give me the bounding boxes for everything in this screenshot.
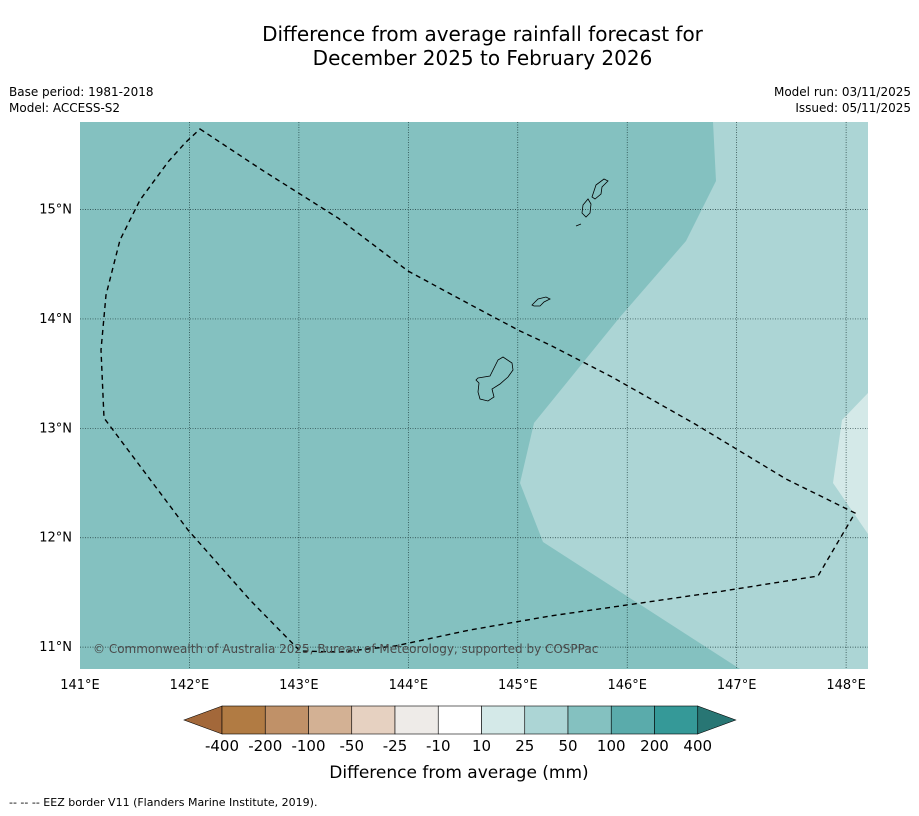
island-guam	[475, 356, 514, 402]
colorbar: -400 -200 -100 -50 -25 -10 10 25 50 100 200 400	[183, 705, 737, 755]
colorbar-extend-low	[183, 705, 223, 735]
island-rota	[531, 296, 551, 307]
colorbar-segment	[610, 705, 655, 735]
colorbar-segment	[264, 705, 309, 735]
lat-tick-label: 11°N	[39, 640, 72, 655]
issued-date: Issued: 05/11/2025	[795, 101, 911, 115]
copyright-text: © Commonwealth of Australia 2025, Bureau…	[93, 642, 598, 656]
colorbar-segment	[524, 705, 569, 735]
lon-tick-label: 145°E	[498, 678, 538, 693]
map-area: © Commonwealth of Australia 2025, Bureau…	[80, 122, 868, 669]
lat-tick-label: 13°N	[39, 421, 72, 436]
island-outlines	[475, 178, 609, 402]
colorbar-tick-label: -10	[426, 737, 451, 755]
colorbar-tick-label: 25	[515, 737, 534, 755]
colorbar-extend-high	[697, 705, 737, 735]
colorbar-tick-label: 50	[558, 737, 577, 755]
colorbar-tick-label: 100	[597, 737, 626, 755]
island-tinian	[581, 198, 592, 218]
lon-tick-label: 142°E	[170, 678, 210, 693]
colorbar-tick-label: -200	[248, 737, 282, 755]
lon-tick-label: 144°E	[389, 678, 429, 693]
colorbar-title: Difference from average (mm)	[329, 763, 588, 783]
island-saipan	[591, 178, 609, 200]
footer-note: -- -- -- EEZ border V11 (Flanders Marine…	[9, 796, 318, 809]
colorbar-segment	[654, 705, 699, 735]
meta-left: Base period: 1981-2018 Model: ACCESS-S2	[9, 84, 154, 116]
colorbar-tick-label: 400	[683, 737, 712, 755]
colorbar-tick-label: -100	[291, 737, 325, 755]
lat-tick-label: 15°N	[39, 203, 72, 218]
rainfall-region-10-25	[833, 393, 868, 534]
colorbar-segment	[567, 705, 612, 735]
lon-tick-label: 147°E	[717, 678, 757, 693]
model-name: Model: ACCESS-S2	[9, 101, 121, 115]
colorbar-tick-label: -25	[383, 737, 408, 755]
axis-labels: 141°E 142°E 143°E 144°E 145°E 146°E 147°E 148°E…	[39, 203, 866, 693]
colorbar-segment	[221, 705, 266, 735]
colorbar-segment	[351, 705, 396, 735]
colorbar-tick-label: 10	[472, 737, 491, 755]
model-run: Model run: 03/11/2025	[773, 85, 911, 99]
colorbar-tick-label: -50	[340, 737, 365, 755]
title-line-1: Difference from average rainfall forecas…	[262, 22, 703, 46]
colorbar-tick-label: -400	[205, 737, 239, 755]
rainfall-region-25-50	[520, 122, 868, 669]
lat-tick-label: 14°N	[39, 312, 72, 327]
gridlines	[80, 122, 868, 669]
title-line-2: December 2025 to February 2026	[312, 46, 653, 70]
colorbar-segment	[437, 705, 482, 735]
lon-tick-label: 143°E	[279, 678, 319, 693]
lon-tick-label: 148°E	[826, 678, 866, 693]
chart-title: Difference from average rainfall forecas…	[0, 22, 919, 70]
colorbar-segment	[481, 705, 526, 735]
lon-tick-label: 146°E	[607, 678, 647, 693]
eez-border	[100, 128, 856, 653]
meta-right: Model run: 03/11/2025 Issued: 05/11/2025	[774, 84, 911, 116]
colorbar-segment	[308, 705, 353, 735]
lat-tick-label: 12°N	[39, 531, 72, 546]
lon-tick-label: 141°E	[60, 678, 100, 693]
island-aguijan	[575, 223, 582, 227]
base-period: Base period: 1981-2018	[9, 85, 154, 99]
colorbar-tick-label: 200	[640, 737, 669, 755]
colorbar-segment	[394, 705, 439, 735]
